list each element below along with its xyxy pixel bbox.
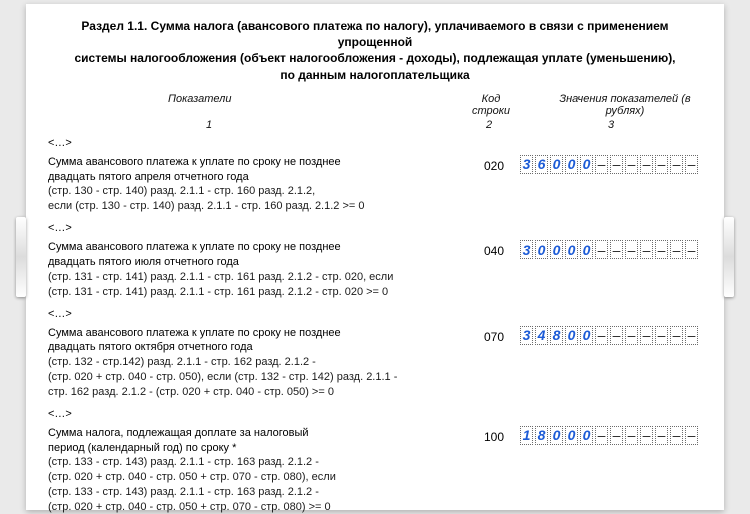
digit-cell: 0 [580,426,593,445]
dash-cell [655,240,668,259]
dash-cell [610,326,623,345]
dash-cell [670,240,683,259]
dash-cell [685,326,698,345]
dash-cell [625,426,638,445]
dash-cell [640,155,653,174]
ellipsis-3: <…> [48,408,702,420]
ellipsis-1: <…> [48,222,702,234]
row-020-cells: 36000 [520,155,698,174]
row-100-p3: (стр. 133 - стр. 143) разд. 2.1.1 - стр.… [48,455,702,470]
dash-cell [625,326,638,345]
dash-cell [640,326,653,345]
digit-cell: 0 [580,155,593,174]
dash-cell [685,240,698,259]
digit-cell: 0 [550,426,563,445]
col-code-l1: Код [482,93,501,105]
row-100-cells: 18000 [520,426,698,445]
row-040-p4: (стр. 131 - стр. 141) разд. 2.1.1 - стр.… [48,285,702,300]
dash-cell [595,426,608,445]
column-headers: Показатели Код строки Значения показател… [48,93,702,137]
digit-cell: 0 [580,240,593,259]
row-020-code: 020 [464,159,504,173]
dash-cell [655,326,668,345]
dash-cell [655,426,668,445]
row-040-p3: (стр. 131 - стр. 141) разд. 2.1.1 - стр.… [48,270,702,285]
col-values: Значения показателей (в рублях) [548,93,702,117]
col-num-2: 2 [486,119,492,131]
dash-cell [610,155,623,174]
digit-cell: 0 [550,155,563,174]
dash-cell [640,240,653,259]
dash-cell [685,426,698,445]
row-020-p3: (стр. 130 - стр. 140) разд. 2.1.1 - стр.… [48,184,702,199]
dash-cell [610,240,623,259]
digit-cell: 3 [520,155,533,174]
dash-cell [670,155,683,174]
dash-cell [595,155,608,174]
dash-cell [670,326,683,345]
dash-cell [595,240,608,259]
row-020-p4: если (стр. 130 - стр. 140) разд. 2.1.1 -… [48,199,702,214]
row-100-p6: (стр. 020 + стр. 040 - стр. 050 + стр. 0… [48,500,702,514]
col-code-l2: строки [472,105,510,117]
digit-cell: 8 [550,326,563,345]
title-line3: по данным налогоплательщика [280,68,469,82]
ellipsis-2: <…> [48,308,702,320]
row-070-p3: (стр. 132 - стр.142) разд. 2.1.1 - стр. … [48,355,702,370]
digit-cell: 0 [580,326,593,345]
digit-cell: 0 [565,326,578,345]
digit-cell: 6 [535,155,548,174]
row-070-p5: стр. 162 разд. 2.1.2 - (стр. 020 + стр. … [48,385,702,400]
row-040: Сумма авансового платежа к уплате по сро… [48,240,702,299]
dash-cell [595,326,608,345]
dash-cell [655,155,668,174]
row-070-p4: (стр. 020 + стр. 040 - стр. 050), если (… [48,370,702,385]
section-title: Раздел 1.1. Сумма налога (авансового пла… [48,18,702,83]
col-indicators: Показатели [168,93,232,105]
digit-cell: 0 [565,426,578,445]
tax-form-sheet: Раздел 1.1. Сумма налога (авансового пла… [26,4,724,510]
title-line1: Раздел 1.1. Сумма налога (авансового пла… [81,19,668,49]
col-code: Код строки [466,93,516,117]
row-100-p4: (стр. 020 + стр. 040 - стр. 050 + стр. 0… [48,470,702,485]
digit-cell: 4 [535,326,548,345]
row-040-cells: 30000 [520,240,698,259]
digit-cell: 0 [535,240,548,259]
dash-cell [640,426,653,445]
dash-cell [625,240,638,259]
digit-cell: 1 [520,426,533,445]
col-num-3: 3 [608,119,614,131]
title-line2: системы налогообложения (объект налогооб… [74,51,675,65]
digit-cell: 8 [535,426,548,445]
digit-cell: 3 [520,326,533,345]
row-100-p5: (стр. 133 - стр. 143) разд. 2.1.1 - стр.… [48,485,702,500]
dash-cell [670,426,683,445]
col-num-1: 1 [206,119,212,131]
ellipsis-0: <…> [48,137,702,149]
dash-cell [625,155,638,174]
row-070: Сумма авансового платежа к уплате по сро… [48,326,702,400]
row-040-code: 040 [464,244,504,258]
row-020: Сумма авансового платежа к уплате по сро… [48,155,702,214]
row-070-cells: 34800 [520,326,698,345]
digit-cell: 3 [520,240,533,259]
dash-cell [685,155,698,174]
dash-cell [610,426,623,445]
digit-cell: 0 [565,240,578,259]
row-070-code: 070 [464,330,504,344]
row-100-code: 100 [464,430,504,444]
row-100: Сумма налога, подлежащая доплате за нало… [48,426,702,514]
digit-cell: 0 [550,240,563,259]
digit-cell: 0 [565,155,578,174]
